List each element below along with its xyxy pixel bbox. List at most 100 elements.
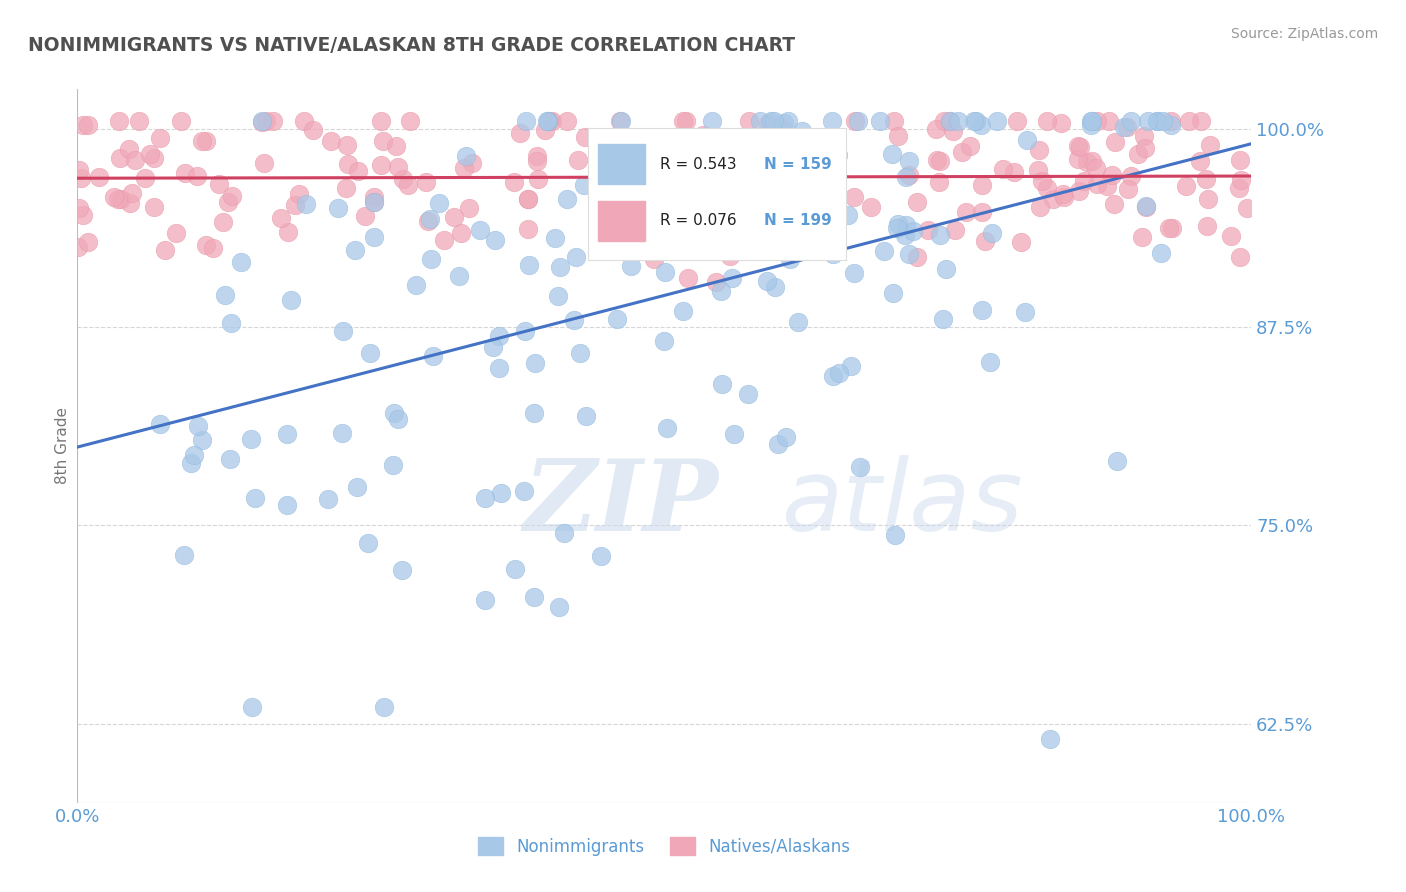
Point: [574, 178, 596, 193]
Point: [186, 169, 208, 184]
Point: [1135, 200, 1157, 214]
Point: [1076, 155, 1098, 169]
Point: [174, 166, 197, 180]
Point: [613, 236, 636, 251]
Point: [143, 200, 166, 214]
Point: [787, 315, 810, 329]
Point: [128, 114, 150, 128]
Point: [1029, 200, 1052, 214]
Point: [880, 146, 903, 161]
Point: [262, 114, 284, 128]
Point: [728, 211, 751, 226]
Point: [1081, 154, 1104, 169]
Point: [823, 247, 845, 261]
Point: [67, 162, 90, 177]
Point: [993, 162, 1015, 177]
Point: [955, 205, 977, 219]
Text: Source: ZipAtlas.com: Source: ZipAtlas.com: [1230, 27, 1378, 41]
Point: [772, 121, 794, 136]
Point: [1050, 116, 1073, 130]
Point: [553, 525, 575, 540]
Point: [1128, 146, 1150, 161]
Point: [731, 172, 754, 186]
Point: [72, 118, 94, 132]
Point: [212, 215, 235, 229]
Point: [183, 448, 205, 462]
Point: [516, 192, 538, 206]
Point: [153, 243, 176, 257]
Point: [194, 134, 217, 148]
Point: [682, 179, 704, 194]
Point: [396, 178, 419, 192]
Point: [165, 227, 187, 241]
Point: [523, 406, 546, 420]
Point: [821, 114, 844, 128]
Point: [709, 284, 731, 298]
Point: [1116, 182, 1139, 196]
Point: [541, 114, 564, 128]
Point: [513, 483, 536, 498]
Point: [1135, 199, 1157, 213]
Point: [537, 114, 560, 128]
Point: [488, 360, 510, 375]
Point: [1152, 114, 1174, 128]
Point: [77, 118, 100, 132]
Point: [503, 562, 526, 576]
Point: [190, 134, 212, 148]
Point: [359, 346, 381, 360]
Point: [943, 223, 966, 237]
Point: [1133, 129, 1156, 144]
Point: [610, 227, 633, 241]
Point: [886, 221, 908, 235]
Point: [419, 252, 441, 266]
Point: [1174, 178, 1197, 193]
Point: [702, 201, 724, 215]
Point: [685, 139, 707, 153]
Point: [515, 114, 537, 128]
Point: [1080, 118, 1102, 132]
Point: [1119, 169, 1142, 184]
Point: [387, 412, 409, 426]
Point: [405, 277, 427, 292]
Point: [392, 172, 415, 186]
Point: [1130, 229, 1153, 244]
Point: [217, 194, 239, 209]
Point: [454, 149, 477, 163]
Point: [1031, 173, 1053, 187]
Point: [1098, 114, 1121, 128]
Point: [277, 225, 299, 239]
Point: [108, 114, 131, 128]
Point: [547, 289, 569, 303]
Point: [517, 192, 540, 206]
Point: [1042, 193, 1064, 207]
Point: [827, 147, 849, 161]
Point: [458, 202, 481, 216]
Point: [207, 178, 229, 192]
Point: [1014, 304, 1036, 318]
Point: [939, 114, 962, 128]
Point: [250, 114, 273, 128]
Point: [488, 328, 510, 343]
Point: [429, 195, 451, 210]
Point: [288, 187, 311, 202]
Point: [842, 266, 865, 280]
Point: [925, 122, 948, 136]
Point: [894, 228, 917, 243]
Point: [346, 480, 368, 494]
Point: [839, 359, 862, 373]
Point: [103, 190, 125, 204]
Point: [280, 293, 302, 307]
Point: [1119, 114, 1142, 128]
Point: [1085, 114, 1108, 128]
Point: [1105, 454, 1128, 468]
Point: [250, 115, 273, 129]
Point: [453, 161, 475, 175]
Point: [118, 143, 141, 157]
Point: [758, 217, 780, 231]
Point: [756, 117, 779, 131]
Point: [370, 158, 392, 172]
Point: [202, 241, 225, 255]
Point: [616, 165, 638, 179]
Point: [1230, 173, 1253, 187]
Point: [373, 699, 395, 714]
